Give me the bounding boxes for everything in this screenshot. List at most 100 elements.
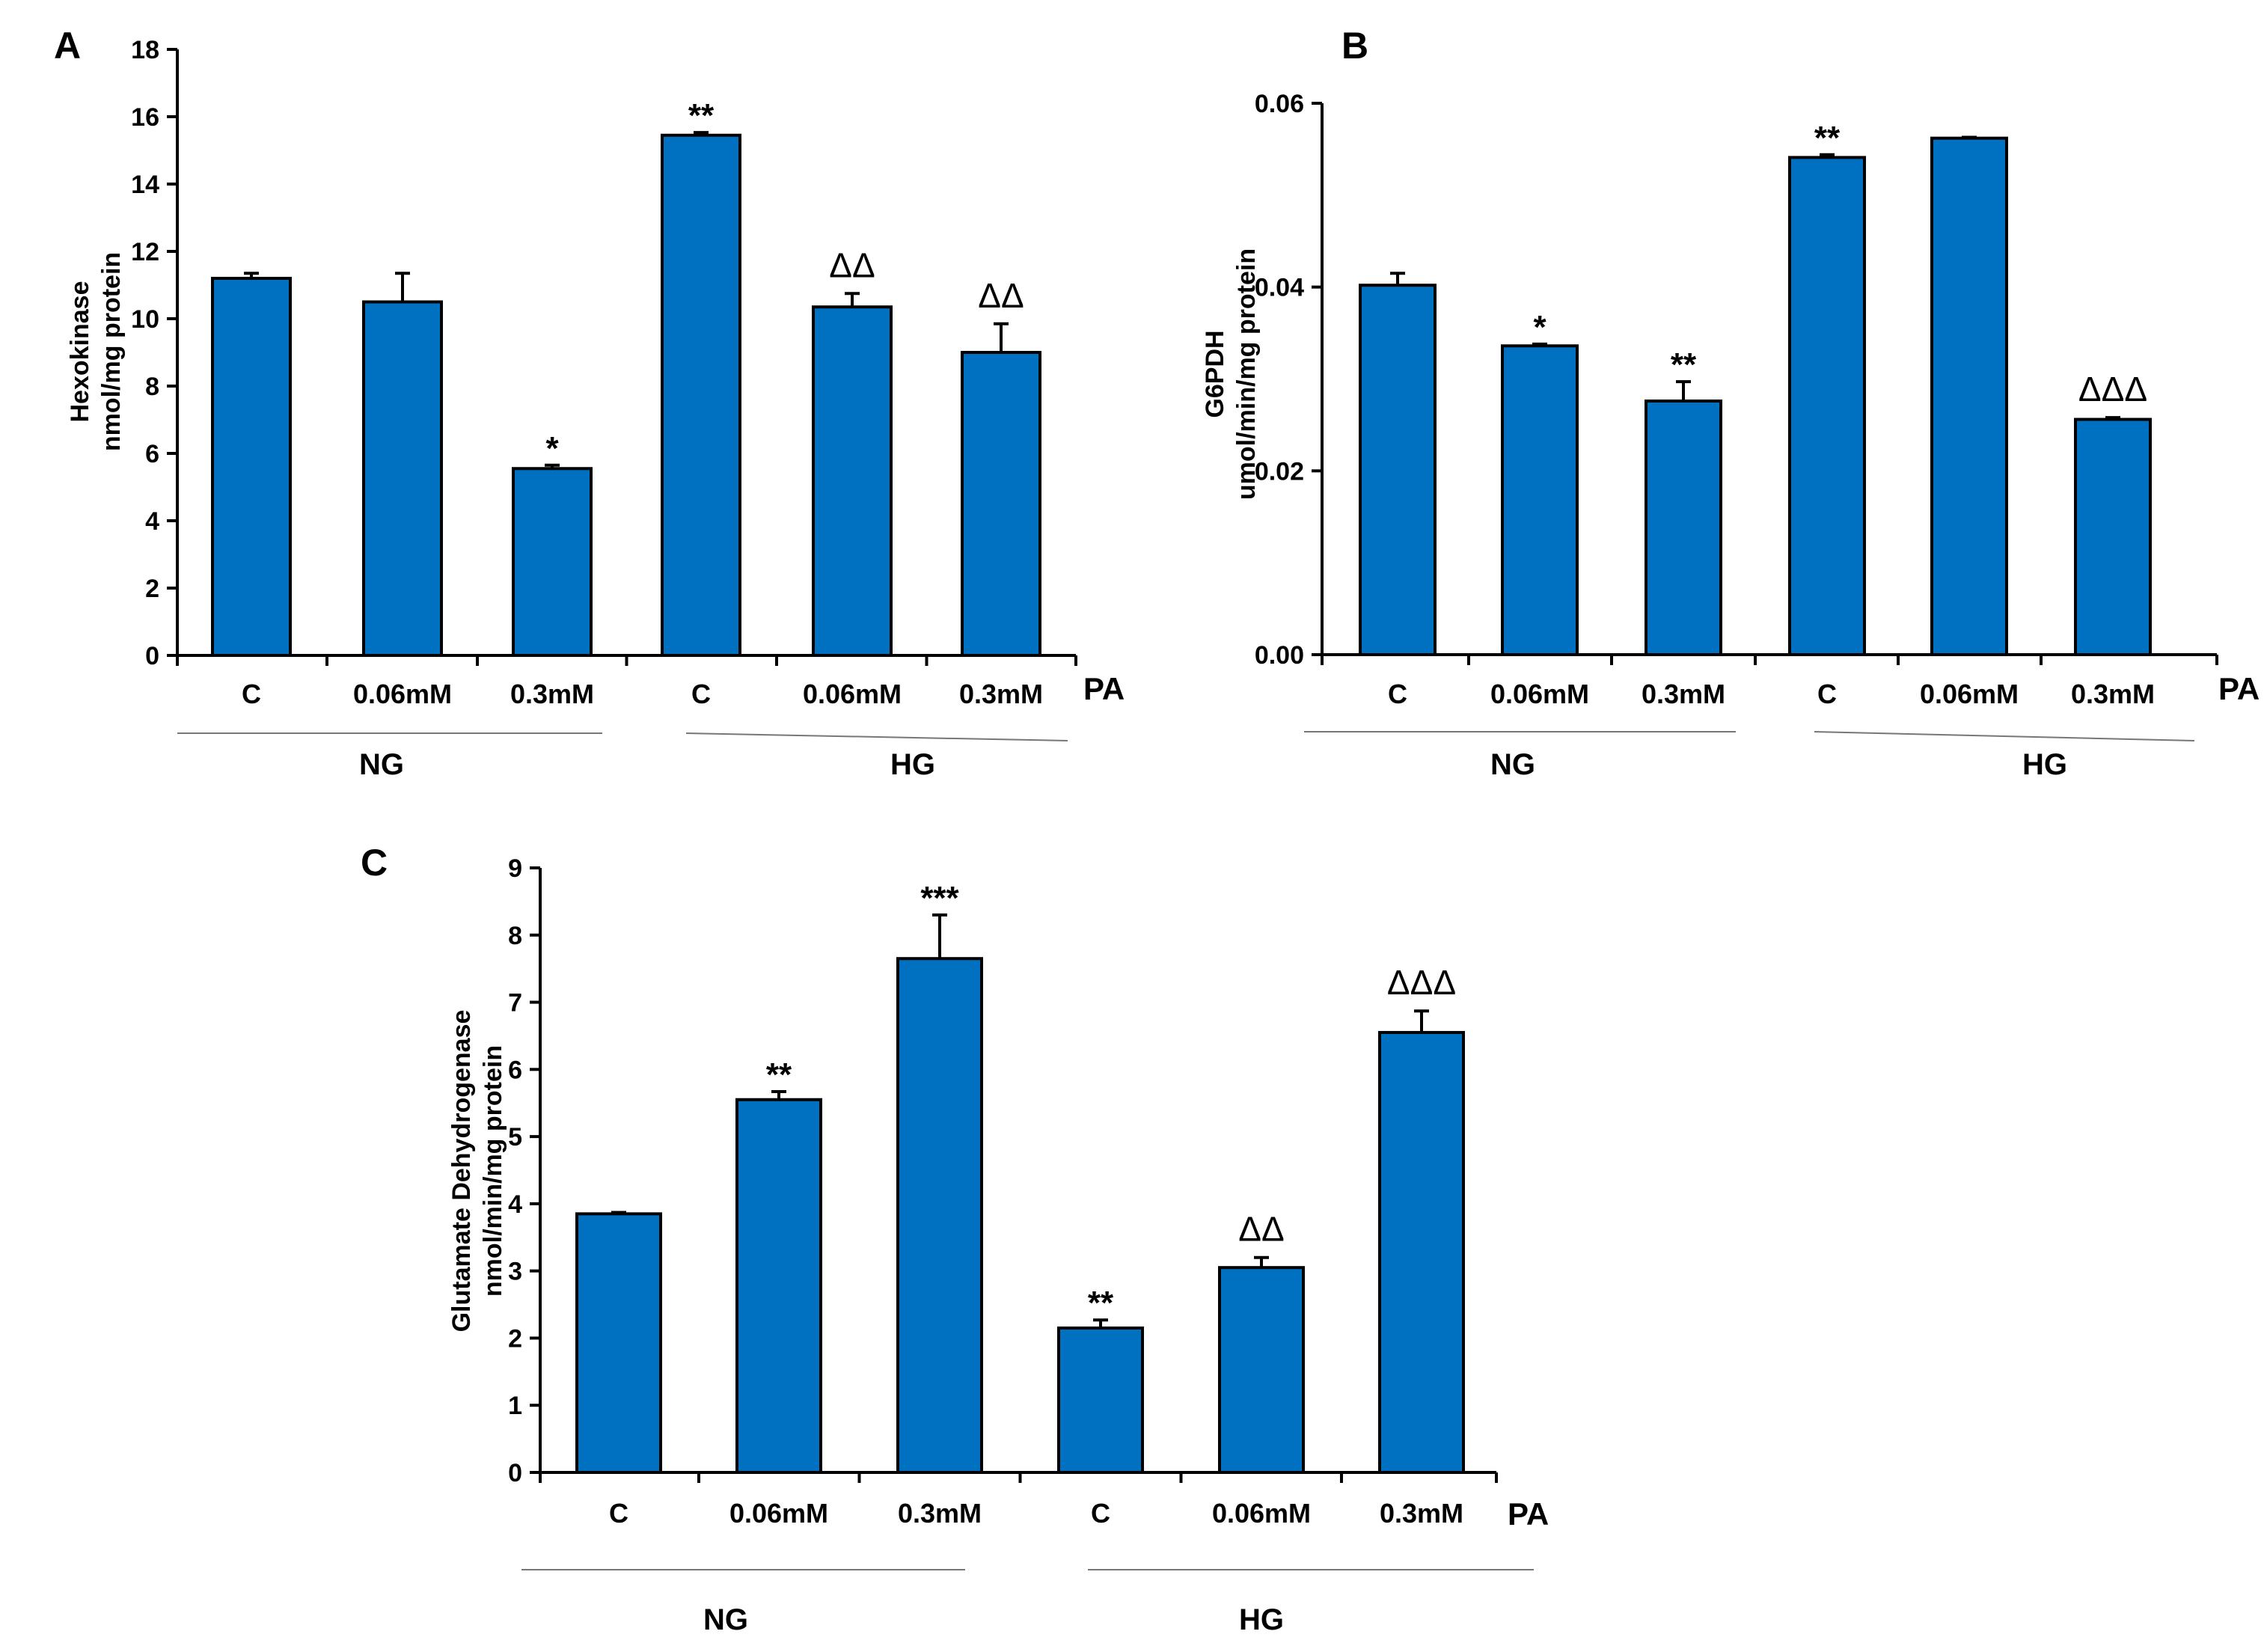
group-label: NG: [359, 748, 404, 781]
category-label: 0.06mM: [729, 1498, 828, 1529]
y-axis-title-line2: nmol/min/mg protein: [479, 1045, 507, 1297]
panel-a: A 0 2 4 6 8 10 12 14 16 18 C 0.06mM * 0.3mM ** C ΔΔ 0.06mM…: [54, 25, 1125, 781]
bar: [1359, 284, 1437, 656]
significance-label: *: [545, 430, 559, 467]
y-tick-label: 7: [508, 989, 522, 1018]
y-axis-title-line1: Hexokinase: [66, 281, 94, 423]
group-label: HG: [2022, 748, 2067, 781]
y-tick-label: 8: [145, 373, 159, 401]
y-tick-label: 6: [508, 1056, 522, 1084]
y-tick-label: 8: [508, 922, 522, 950]
significance-label: ΔΔ: [978, 276, 1024, 315]
y-tick-label: 1: [508, 1392, 522, 1420]
y-tick-label: 0: [508, 1459, 522, 1487]
category-label: C: [242, 679, 261, 709]
y-axis-title: Hexokinase nmol/mg protein: [66, 252, 126, 451]
significance-label: ΔΔΔ: [2078, 370, 2147, 409]
y-axis-title: G6PDH umol/min/mg protein: [1201, 248, 1261, 500]
category-label: 0.06mM: [803, 679, 902, 709]
bar: [211, 277, 292, 657]
bar: [1501, 344, 1579, 656]
group-bracket-line: [685, 732, 1068, 741]
category-label: C: [1388, 679, 1407, 709]
significance-label: **: [688, 97, 715, 134]
group-label: HG: [1239, 1603, 1284, 1636]
group-label: NG: [703, 1603, 748, 1636]
bar: [1788, 156, 1866, 656]
bar: [1645, 399, 1722, 656]
group-label: HG: [890, 748, 935, 781]
y-axis-title-line2: nmol/mg protein: [97, 252, 126, 451]
panel-letter: B: [1341, 25, 1368, 67]
panel-letter: A: [54, 25, 81, 67]
y-tick-label: 10: [131, 305, 159, 334]
significance-label: **: [766, 1056, 792, 1093]
y-axis-title-line1: Glutamate Dehydrogenase: [447, 1010, 476, 1333]
category-label: 0.3mM: [1642, 679, 1725, 709]
y-tick-label: 0.04: [1255, 274, 1304, 302]
significance-label: ΔΔ: [1238, 1210, 1284, 1249]
category-label: C: [691, 679, 711, 709]
bar: [896, 957, 983, 1474]
bar: [1378, 1030, 1465, 1474]
significance-label: ***: [920, 880, 959, 917]
y-tick-label: 14: [131, 171, 159, 199]
pa-label: PA: [1083, 671, 1125, 706]
significance-label: **: [1671, 346, 1697, 383]
bar: [2074, 417, 2152, 657]
y-tick-label: 5: [508, 1123, 522, 1151]
category-label: 0.06mM: [1490, 679, 1589, 709]
significance-label: **: [1088, 1285, 1114, 1321]
bar: [735, 1098, 822, 1474]
pa-label: PA: [1508, 1496, 1549, 1532]
significance-label: ΔΔΔ: [1387, 963, 1456, 1002]
panel-c: C 0 1 2 3 4 5 6 7 8 9 C ** 0.06mM *** 0.3mM ** C ΔΔ 0.06mM Δ…: [361, 842, 1549, 1636]
category-label: 0.06mM: [1212, 1498, 1311, 1529]
y-tick-label: 0.02: [1255, 457, 1304, 486]
bar: [362, 300, 443, 657]
category-label: 0.3mM: [1380, 1498, 1463, 1529]
y-tick-label: 4: [145, 507, 159, 536]
category-label: C: [1817, 679, 1837, 709]
bar: [1057, 1326, 1144, 1474]
category-label: C: [1091, 1498, 1110, 1529]
bar: [961, 351, 1041, 657]
y-tick-label: 16: [131, 103, 159, 132]
y-tick-label: 4: [508, 1190, 522, 1219]
group-label: NG: [1490, 748, 1535, 781]
bar: [1218, 1266, 1305, 1474]
category-label: 0.06mM: [1920, 679, 2019, 709]
bar: [512, 467, 593, 657]
y-tick-label: 12: [131, 238, 159, 266]
bar: [575, 1212, 662, 1475]
y-axis-title-line1: G6PDH: [1201, 330, 1229, 417]
y-tick-label: 2: [145, 575, 159, 603]
category-label: 0.3mM: [898, 1498, 982, 1529]
y-tick-label: 6: [145, 440, 159, 468]
y-axis-title: Glutamate Dehydrogenase nmol/min/mg prote…: [447, 1010, 507, 1333]
category-label: 0.3mM: [959, 679, 1043, 709]
bar: [812, 305, 893, 657]
y-tick-label: 0.06: [1255, 90, 1304, 118]
bar: [661, 133, 741, 657]
category-label: C: [609, 1498, 628, 1529]
significance-label: ΔΔ: [829, 245, 875, 284]
panel-letter: C: [361, 842, 388, 884]
category-label: 0.3mM: [2071, 679, 2155, 709]
category-label: 0.06mM: [353, 679, 452, 709]
y-tick-label: 9: [508, 854, 522, 883]
significance-label: **: [1814, 120, 1841, 156]
y-tick-label: 2: [508, 1324, 522, 1353]
category-label: 0.3mM: [510, 679, 594, 709]
y-tick-label: 0.00: [1255, 641, 1304, 670]
group-bracket-line: [1814, 731, 2195, 741]
panel-b: B 0.00 0.02 0.04 0.06 C * 0.06mM ** 0.3mM ** C 0.06m…: [1201, 25, 2260, 781]
significance-label: *: [1533, 309, 1546, 346]
y-tick-label: 0: [145, 642, 159, 670]
y-tick-label: 3: [508, 1258, 522, 1286]
y-axis-title-line2: umol/min/mg protein: [1232, 248, 1261, 500]
pa-label: PA: [2218, 671, 2260, 706]
y-tick-label: 18: [131, 36, 159, 64]
bar: [1930, 136, 2008, 656]
